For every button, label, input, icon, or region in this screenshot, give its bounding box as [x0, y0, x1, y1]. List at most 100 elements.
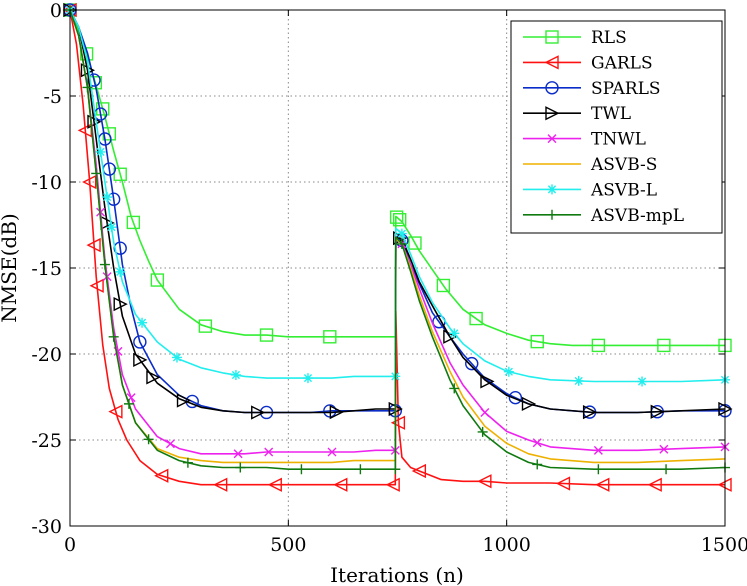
data-point-rls: [392, 213, 407, 227]
data-point-twl: [521, 396, 537, 412]
legend-label: GARLS: [591, 53, 653, 73]
data-point-asvb-mpl: [661, 464, 672, 475]
data-point-garls: [333, 477, 348, 492]
data-point-asvb-mpl: [355, 464, 366, 475]
data-point-asvb-mpl: [108, 331, 119, 342]
legend-marker: [547, 184, 557, 195]
legend-entry-rls: RLS: [523, 28, 627, 48]
y-tick-label: -5: [43, 86, 62, 108]
legend-entry-asvb-mpl: ASVB-mpL: [523, 206, 684, 226]
data-point-tnwl: [532, 438, 542, 448]
data-point-rls: [436, 278, 451, 293]
x-tick-label: 1500: [701, 534, 747, 556]
data-point-rls: [530, 334, 544, 349]
data-point-twl: [582, 405, 598, 420]
x-tick-label: 1000: [482, 534, 530, 556]
legend-marker: [547, 134, 557, 144]
series-line-asvb-l: [69, 9, 726, 383]
legend-entry-asvb-l: ASVB-L: [523, 180, 657, 200]
data-point-garls: [82, 174, 97, 190]
x-tick-label: 0: [64, 534, 76, 556]
legend-label: ASVB-mpL: [590, 206, 684, 226]
legend-entry-twl: TWL: [523, 104, 631, 124]
legend-box: [510, 20, 723, 234]
data-point-asvb-mpl: [396, 238, 407, 249]
data-point-asvb-mpl: [477, 426, 488, 437]
data-point-garls: [385, 477, 400, 492]
data-point-tnwl: [233, 449, 243, 459]
axis-ticks: 0 500 1000 1500 0 -5 -10 -15 -20 -25 -30: [31, 0, 747, 556]
data-point-rls: [323, 330, 337, 344]
data-point-asvb-l: [302, 373, 313, 384]
data-point-sparls: [133, 335, 147, 349]
data-point-tnwl: [165, 439, 175, 449]
data-point-rls: [469, 311, 483, 326]
data-point-asvb-mpl: [235, 462, 246, 473]
data-point-rls: [657, 338, 671, 353]
legend-marker: [544, 55, 559, 70]
data-point-asvb-l: [102, 192, 113, 203]
data-point-asvb-mpl: [91, 168, 102, 179]
data-point-asvb-mpl: [182, 457, 193, 468]
data-point-asvb-l: [637, 376, 648, 387]
data-point-twl: [650, 404, 665, 419]
data-point-asvb-l: [137, 317, 148, 328]
data-point-garls: [647, 477, 662, 492]
data-point-asvb-l: [573, 375, 584, 386]
data-point-garls: [86, 237, 101, 253]
x-tick-label: 500: [270, 534, 306, 556]
legend-label: TNWL: [591, 130, 646, 150]
y-tick-label: -25: [31, 430, 62, 452]
data-point-asvb-l: [396, 228, 407, 239]
data-point-tnwl: [327, 447, 337, 457]
legend-marker: [545, 106, 560, 121]
data-point-asvb-mpl: [143, 434, 154, 445]
data-point-rls: [408, 236, 422, 250]
data-point-asvb-l: [115, 266, 126, 277]
data-point-asvb-l: [95, 146, 106, 157]
legend-entry-sparls: SPARLS: [523, 79, 661, 99]
data-point-asvb-mpl: [593, 464, 604, 475]
data-point-asvb-l: [503, 366, 514, 377]
data-point-garls: [108, 404, 123, 419]
y-tick-label: -20: [31, 344, 62, 366]
data-point-garls: [555, 476, 571, 491]
y-tick-label: -30: [31, 516, 62, 538]
data-point-tnwl: [264, 447, 274, 457]
data-point-asvb-mpl: [390, 464, 401, 475]
series-line-rls: [69, 9, 725, 347]
legend-marker: [547, 209, 557, 220]
data-point-twl: [113, 296, 128, 312]
data-point-twl: [146, 370, 161, 385]
data-point-twl: [480, 374, 495, 389]
data-point-garls: [89, 278, 104, 293]
y-tick-label: 0: [50, 0, 62, 22]
data-point-rls: [126, 215, 141, 230]
series-line-garls: [69, 9, 725, 486]
data-point-twl: [176, 393, 192, 408]
data-point-twl: [80, 63, 96, 78]
data-point-garls: [477, 474, 492, 489]
data-point-garls: [390, 415, 406, 430]
legend: RLS GARLS SPARLS TWL TNWL ASVB-S ASVB-L ASVB-mp…: [510, 20, 723, 234]
data-point-tnwl: [480, 407, 490, 417]
legend-entry-tnwl: TNWL: [523, 130, 646, 150]
data-point-asvb-l: [106, 222, 117, 233]
data-point-asvb-mpl: [449, 383, 460, 394]
legend-label: ASVB-L: [590, 180, 657, 200]
legend-entry-garls: GARLS: [523, 53, 653, 73]
legend-entry-asvb-s: ASVB-S: [523, 155, 657, 175]
legend-label: ASVB-S: [590, 155, 657, 175]
legend-label: RLS: [591, 28, 627, 48]
legend-marker: [545, 81, 559, 95]
data-point-sparls: [508, 390, 523, 405]
data-point-rls: [591, 338, 606, 353]
legend-label: SPARLS: [591, 79, 661, 99]
data-point-garls: [267, 477, 282, 492]
legend-marker: [545, 30, 559, 44]
data-point-asvb-mpl: [82, 82, 93, 93]
legend-label: TWL: [591, 104, 631, 124]
series-twl: [63, 2, 733, 420]
data-point-twl: [87, 114, 102, 129]
y-tick-label: -10: [31, 172, 62, 194]
